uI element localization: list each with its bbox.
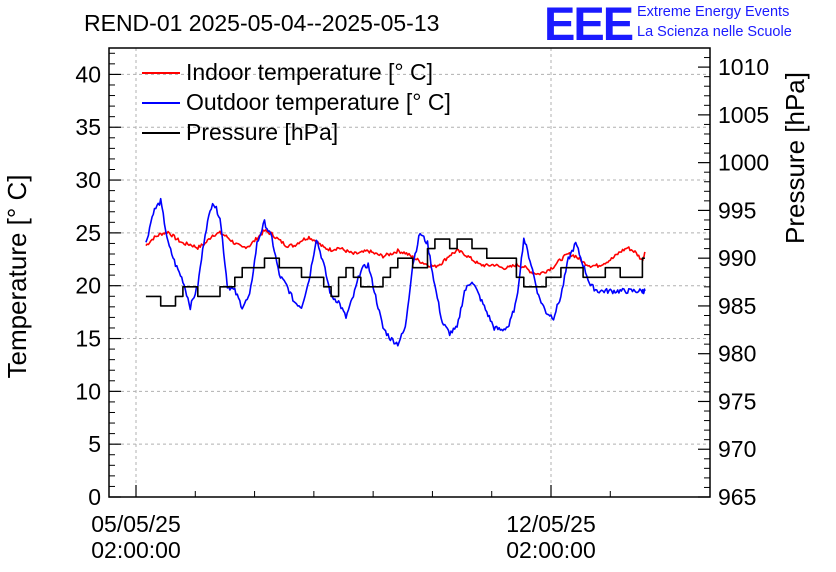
plot-frame (108, 47, 711, 498)
series-line-indoor (145, 229, 646, 276)
series-layer (145, 197, 646, 347)
eee-logo-letters: EEE (544, 0, 634, 50)
eee-logo: EEE Extreme Energy Events La Scienza nel… (540, 0, 836, 50)
y-tick-label: 0 (88, 484, 101, 510)
logo-line-2: La Scienza nelle Scuole (637, 24, 792, 40)
y2-tick-label: 995 (718, 197, 756, 223)
y2-axis-label: Pressure [hPa] (780, 72, 810, 244)
y-tick-label: 35 (75, 114, 101, 140)
y2-tick-label: 980 (718, 341, 756, 367)
y-tick-label: 25 (75, 220, 101, 246)
y2-tick-label: 990 (718, 245, 756, 271)
legend-label-outdoor: Outdoor temperature [° C] (186, 89, 451, 115)
legend-label-pressure: Pressure [hPa] (186, 119, 339, 145)
y2-tick-label: 1000 (718, 150, 769, 176)
chart-title: REND-01 2025-05-04--2025-05-13 (84, 10, 440, 36)
y2-tick-label: 970 (718, 436, 756, 462)
y2-tick-label: 985 (718, 293, 756, 319)
y-tick-label: 15 (75, 326, 101, 352)
y-tick-label: 40 (75, 61, 101, 87)
x-tick-label-time: 02:00:00 (91, 537, 181, 563)
y2-tick-label: 965 (718, 484, 756, 510)
legend-swatch-outdoor (142, 102, 180, 104)
y-tick-label: 30 (75, 167, 101, 193)
legend-label-indoor: Indoor temperature [° C] (186, 59, 433, 85)
logo-line-1: Extreme Energy Events (637, 4, 790, 20)
y2-tick-label: 1010 (718, 54, 769, 80)
series-line-pressure (145, 238, 645, 307)
series-line-outdoor (145, 197, 646, 347)
legend-swatch-indoor (142, 72, 180, 74)
y2-tick-label: 975 (718, 388, 756, 414)
y-tick-label: 5 (88, 431, 101, 457)
x-tick-label-time: 02:00:00 (506, 537, 596, 563)
y-axis-label: Temperature [° C] (2, 174, 32, 378)
legend-swatch-pressure (142, 132, 180, 134)
x-tick-label-date: 12/05/25 (506, 511, 596, 537)
grid-lines (109, 48, 710, 497)
y2-tick-label: 1005 (718, 102, 769, 128)
y-tick-label: 20 (75, 273, 101, 299)
y-tick-label: 10 (75, 378, 101, 404)
x-tick-label-date: 05/05/25 (91, 511, 181, 537)
axes-layer: 0 5 10 15 20 25 30 35 40 965 970 975 980 985 990 995 100… (75, 52, 769, 563)
